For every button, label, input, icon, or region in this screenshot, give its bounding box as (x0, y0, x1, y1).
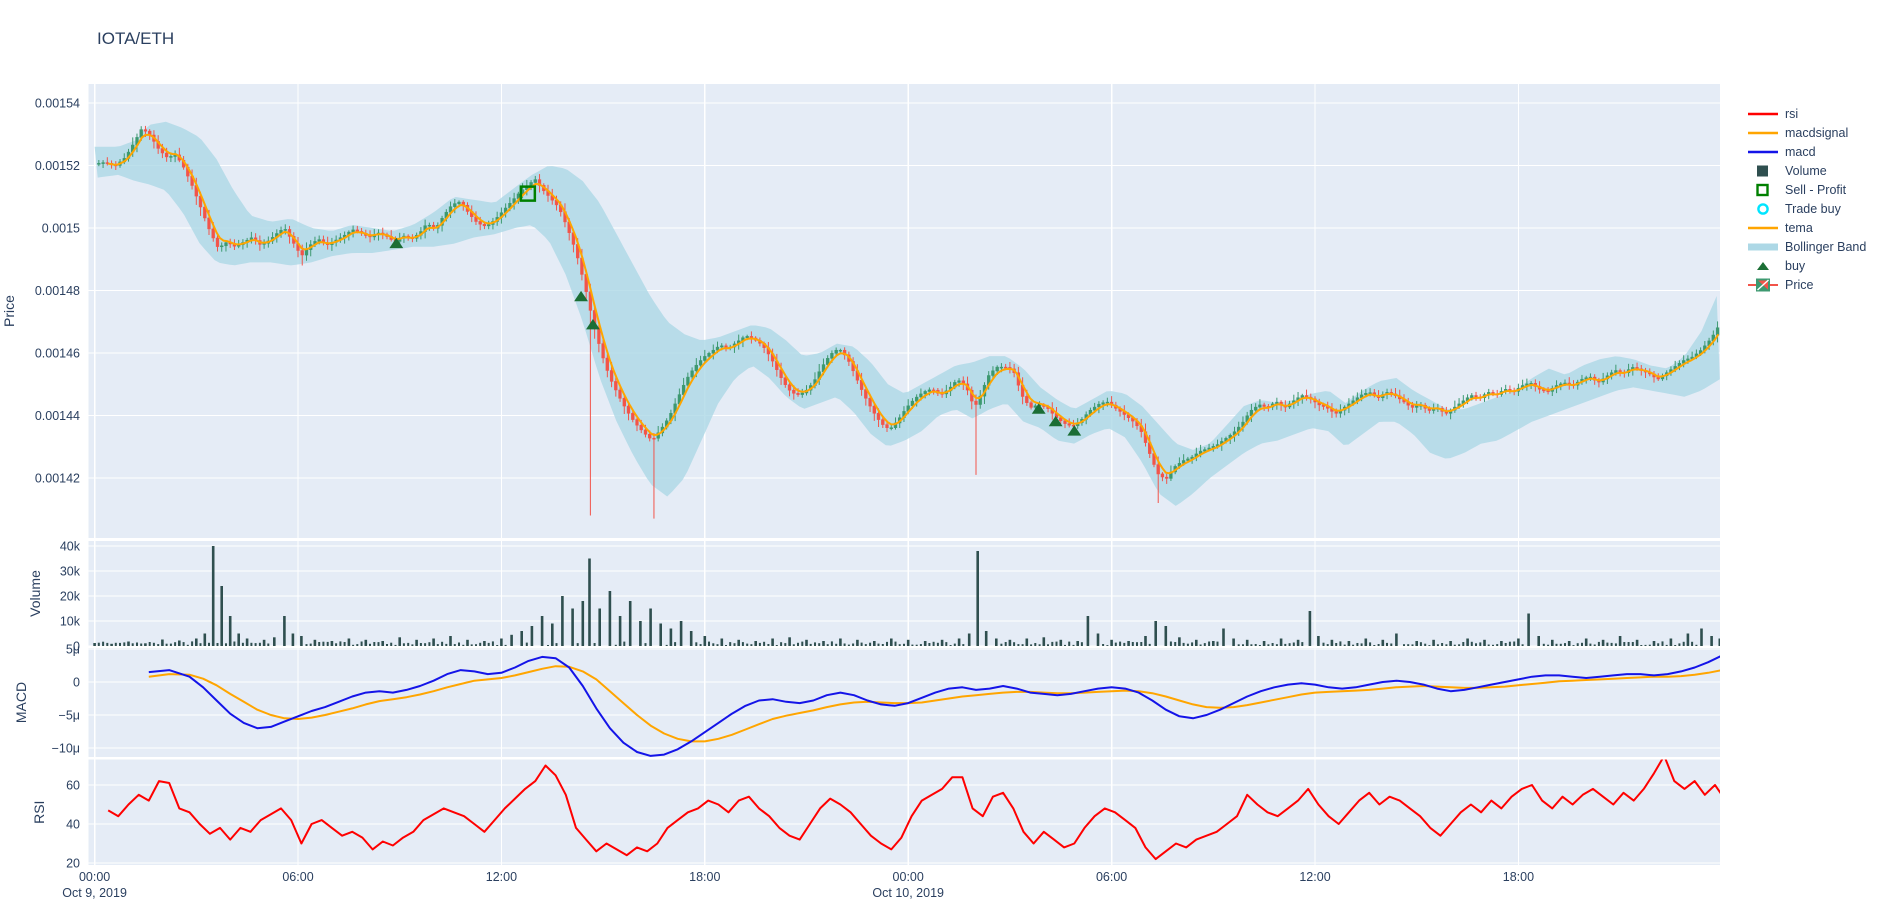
price-axis-title: Price (1, 295, 17, 327)
legend-item-volume[interactable]: Volume (1748, 161, 1866, 180)
square-legend-icon (1748, 164, 1778, 178)
open-circle-legend-icon (1748, 202, 1778, 216)
legend-item-trade-buy[interactable]: Trade buy (1748, 199, 1866, 218)
legend: rsi macdsignal macd Volume Sell - Profit Trad… (1748, 104, 1866, 294)
svg-text:0.00152: 0.00152 (35, 159, 80, 173)
legend-item-price[interactable]: Price (1748, 275, 1866, 294)
svg-text:40: 40 (66, 818, 80, 832)
legend-item-label: macdsignal (1785, 125, 1849, 140)
volume-trace (93, 546, 1720, 646)
legend-item-label: Price (1785, 277, 1814, 292)
macdsignal-line (148, 665, 1720, 743)
legend-item-label: Sell - Profit (1785, 182, 1847, 197)
svg-text:60: 60 (66, 779, 80, 793)
legend-item-label: macd (1785, 144, 1816, 159)
svg-text:18:00: 18:00 (1503, 870, 1534, 884)
rsi-line (107, 759, 1720, 861)
svg-text:0: 0 (73, 640, 80, 654)
legend-item-sell-profit[interactable]: Sell - Profit (1748, 180, 1866, 199)
line-legend-icon (1748, 221, 1778, 235)
macd-line (148, 655, 1720, 757)
svg-text:30k: 30k (60, 565, 81, 579)
macd-axis-title: MACD (13, 682, 29, 723)
price-y-axis: 0.00154 0.00152 0.0015 0.00148 0.00146 0.0014… (35, 97, 80, 486)
volume-axis-title: Volume (27, 570, 43, 617)
svg-text:12:00: 12:00 (486, 870, 517, 884)
svg-text:18:00: 18:00 (689, 870, 720, 884)
legend-item-label: tema (1785, 220, 1813, 235)
legend-item-rsi[interactable]: rsi (1748, 104, 1866, 123)
open-square-legend-icon (1748, 183, 1778, 197)
svg-text:20k: 20k (60, 590, 81, 604)
legend-item-label: buy (1785, 258, 1806, 273)
svg-text:06:00: 06:00 (282, 870, 313, 884)
band-legend-icon (1748, 240, 1778, 254)
trade-markers (389, 185, 1082, 436)
rsi-axis-title: RSI (31, 801, 47, 824)
page-title: IOTA/ETH (97, 29, 175, 48)
svg-text:0.00148: 0.00148 (35, 284, 80, 298)
svg-text:−10μ: −10μ (52, 742, 80, 756)
line-legend-icon (1748, 126, 1778, 140)
svg-text:−5μ: −5μ (59, 709, 80, 723)
buy-marker (389, 237, 404, 249)
rsi-plot-area (88, 759, 1720, 865)
legend-item-macd[interactable]: macd (1748, 142, 1866, 161)
svg-text:5μ: 5μ (66, 643, 80, 657)
buy-marker (574, 290, 588, 302)
price-plot-area (88, 84, 1720, 538)
legend-item-label: rsi (1785, 106, 1799, 121)
svg-text:12:00: 12:00 (1299, 870, 1330, 884)
tema-line (108, 133, 1720, 475)
svg-text:00:00: 00:00 (893, 870, 924, 884)
macd-y-axis: 5μ0−5μ−10μ (52, 643, 80, 756)
sell-profit-marker (519, 185, 537, 202)
triangle-legend-icon (1748, 259, 1778, 273)
svg-text:Oct 9, 2019: Oct 9, 2019 (62, 886, 127, 900)
axis-labels: 0.00154 0.00152 0.0015 0.00148 0.00146 0.0014… (35, 97, 1534, 901)
svg-text:0.00144: 0.00144 (35, 409, 80, 423)
legend-item-macdsignal[interactable]: macdsignal (1748, 123, 1866, 142)
legend-item-tema[interactable]: tema (1748, 218, 1866, 237)
legend-item-label: Bollinger Band (1785, 239, 1867, 254)
svg-text:0: 0 (73, 676, 80, 690)
svg-text:00:00: 00:00 (79, 870, 110, 884)
svg-text:0.0015: 0.0015 (42, 222, 80, 236)
candle-legend-icon (1748, 278, 1778, 292)
svg-text:06:00: 06:00 (1096, 870, 1127, 884)
svg-text:0.00142: 0.00142 (35, 472, 80, 486)
vol-y-axis: 40k 30k 20k 10k 0 (60, 540, 81, 654)
svg-text:10k: 10k (60, 615, 81, 629)
buy-marker (1067, 425, 1082, 436)
legend-item-label: Trade buy (1785, 201, 1841, 216)
rsi-y-axis: 60 40 20 (66, 779, 80, 871)
volume-plot-area (88, 541, 1720, 646)
svg-text:20: 20 (66, 857, 80, 871)
svg-text:40k: 40k (60, 540, 81, 554)
line-legend-icon (1748, 107, 1778, 121)
x-axis: 00:00 06:00 12:00 18:00 00:00 06:00 12:00 18:00… (62, 870, 1534, 900)
svg-text:0.00154: 0.00154 (35, 97, 80, 111)
line-legend-icon (1748, 145, 1778, 159)
svg-text:Oct 10, 2019: Oct 10, 2019 (872, 886, 944, 900)
legend-item-label: Volume (1785, 163, 1827, 178)
buy-marker (1031, 403, 1046, 414)
buy-marker (1048, 415, 1063, 427)
buy-marker (585, 318, 600, 330)
legend-item-buy[interactable]: buy (1748, 256, 1866, 275)
svg-text:0.00146: 0.00146 (35, 347, 80, 361)
legend-item-bollinger-band[interactable]: Bollinger Band (1748, 237, 1866, 256)
